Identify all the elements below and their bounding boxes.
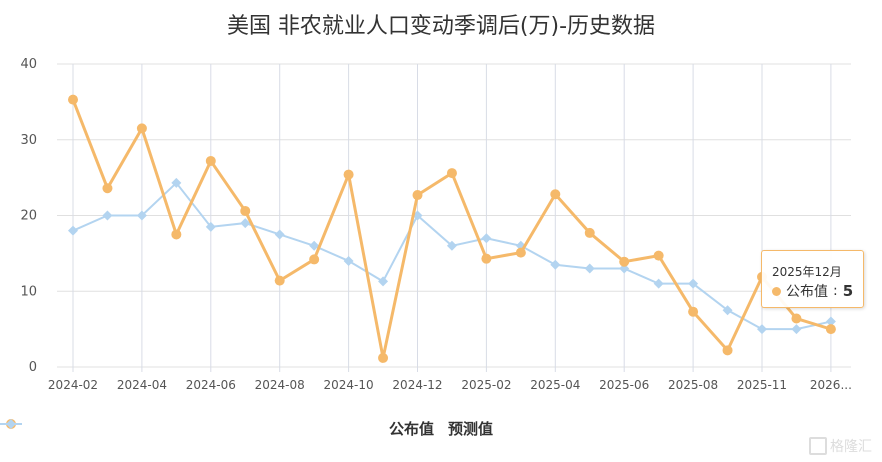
- forecast-point[interactable]: [446, 240, 457, 251]
- legend: 公布值 预测值: [0, 418, 882, 439]
- published-point[interactable]: [309, 254, 320, 265]
- forecast-point[interactable]: [102, 210, 113, 221]
- x-tick-label: 2024-10: [324, 378, 374, 392]
- y-tick-label: 0: [29, 360, 37, 375]
- x-tick-label: 2025-11: [737, 378, 787, 392]
- published-point[interactable]: [722, 345, 733, 356]
- published-point[interactable]: [584, 227, 595, 238]
- published-point[interactable]: [825, 324, 836, 335]
- forecast-point[interactable]: [205, 221, 216, 232]
- forecast-point[interactable]: [171, 177, 182, 188]
- y-tick-label: 40: [20, 57, 37, 72]
- published-point[interactable]: [205, 155, 216, 166]
- legend-label-forecast: 预测值: [448, 420, 494, 438]
- published-point[interactable]: [274, 275, 285, 286]
- published-point[interactable]: [171, 229, 182, 240]
- x-tick-label: 2024-04: [117, 378, 167, 392]
- published-point[interactable]: [343, 169, 354, 180]
- forecast-point[interactable]: [240, 218, 251, 229]
- published-point[interactable]: [791, 313, 802, 324]
- x-tick-label: 2024-06: [186, 378, 236, 392]
- line-chart: 0 10 20 30 40 2024-02 2024-04 2024-06 2024-08 202…: [20, 57, 852, 392]
- forecast-point[interactable]: [136, 210, 147, 221]
- forecast-point[interactable]: [653, 278, 664, 289]
- forecast-point[interactable]: [688, 278, 699, 289]
- x-tick-label: 2025-02: [461, 378, 511, 392]
- forecast-point[interactable]: [550, 259, 561, 270]
- forecast-point[interactable]: [309, 240, 320, 251]
- watermark: 格隆汇: [809, 436, 872, 456]
- forecast-point[interactable]: [722, 305, 733, 316]
- published-point[interactable]: [378, 352, 389, 363]
- published-point[interactable]: [412, 190, 423, 201]
- forecast-point[interactable]: [274, 229, 285, 240]
- tooltip-value: 5: [842, 282, 854, 300]
- y-tick-label: 30: [20, 133, 37, 148]
- published-point[interactable]: [102, 183, 113, 194]
- diamond-marker-icon: [0, 419, 22, 429]
- tooltip: 2025年12月 公布值: 5: [761, 250, 864, 308]
- x-tick-label: 2024-12: [392, 378, 442, 392]
- published-line: [71, 99, 832, 359]
- legend-item-forecast[interactable]: 预测值: [0, 418, 494, 439]
- published-point[interactable]: [515, 247, 526, 258]
- forecast-point[interactable]: [378, 276, 389, 287]
- y-tick-label: 20: [20, 209, 37, 224]
- published-point[interactable]: [619, 256, 630, 267]
- forecast-point[interactable]: [481, 233, 492, 244]
- circle-marker-icon: [772, 286, 781, 296]
- legend-label-published: 公布值: [388, 420, 434, 438]
- x-tick-label: 2025-08: [668, 378, 718, 392]
- published-point[interactable]: [240, 205, 251, 216]
- published-point[interactable]: [446, 168, 457, 179]
- forecast-point[interactable]: [343, 255, 354, 266]
- published-point[interactable]: [481, 253, 492, 264]
- x-tick-label: 2025-06: [599, 378, 649, 392]
- x-tick-label: 2024-08: [255, 378, 305, 392]
- tooltip-series: 公布值: [786, 284, 828, 300]
- published-point[interactable]: [653, 250, 664, 261]
- x-tick-label: 2024-02: [48, 378, 98, 392]
- forecast-point[interactable]: [757, 324, 767, 335]
- published-point[interactable]: [68, 94, 78, 105]
- tooltip-date: 2025年12月: [772, 265, 842, 279]
- logo-icon: [809, 437, 827, 455]
- published-point[interactable]: [136, 123, 147, 134]
- forecast-point[interactable]: [825, 316, 836, 327]
- x-tick-label: 2025-04: [530, 378, 580, 392]
- forecast-point[interactable]: [584, 263, 595, 274]
- published-point[interactable]: [550, 189, 561, 200]
- x-tick-label: 2026...: [810, 378, 852, 392]
- forecast-point[interactable]: [68, 225, 78, 236]
- forecast-line: [72, 181, 832, 331]
- chart-title: 美国 非农就业人口变动季调后(万)-历史数据: [226, 14, 656, 39]
- published-point[interactable]: [688, 306, 699, 317]
- legend-item-published[interactable]: 公布值: [0, 418, 434, 439]
- y-tick-label: 10: [20, 284, 37, 299]
- forecast-point[interactable]: [791, 324, 802, 335]
